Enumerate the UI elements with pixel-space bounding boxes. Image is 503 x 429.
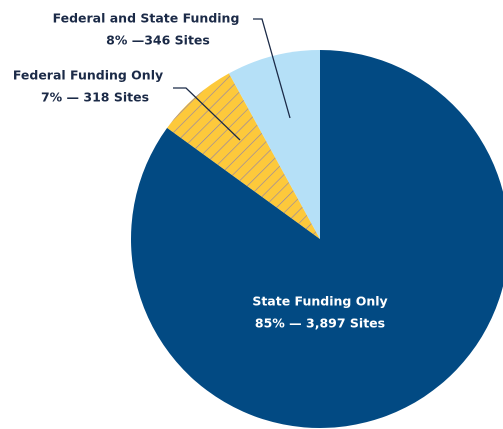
pie-slice — [228, 50, 320, 239]
slice-label: Federal Funding Only — [13, 68, 163, 83]
leader-line — [253, 18, 291, 119]
slice-hatch — [167, 73, 320, 239]
pie-slice — [131, 50, 503, 428]
slice-label: Federal and State Funding — [53, 11, 240, 26]
pie — [131, 50, 503, 428]
slice-value-label: 8% —346 Sites — [106, 33, 210, 48]
slice-label: State Funding Only — [252, 294, 387, 309]
slice-value-label: 85% — 3,897 Sites — [255, 316, 385, 331]
slice-value-label: 7% — 318 Sites — [41, 90, 149, 105]
leader-line — [173, 87, 241, 141]
